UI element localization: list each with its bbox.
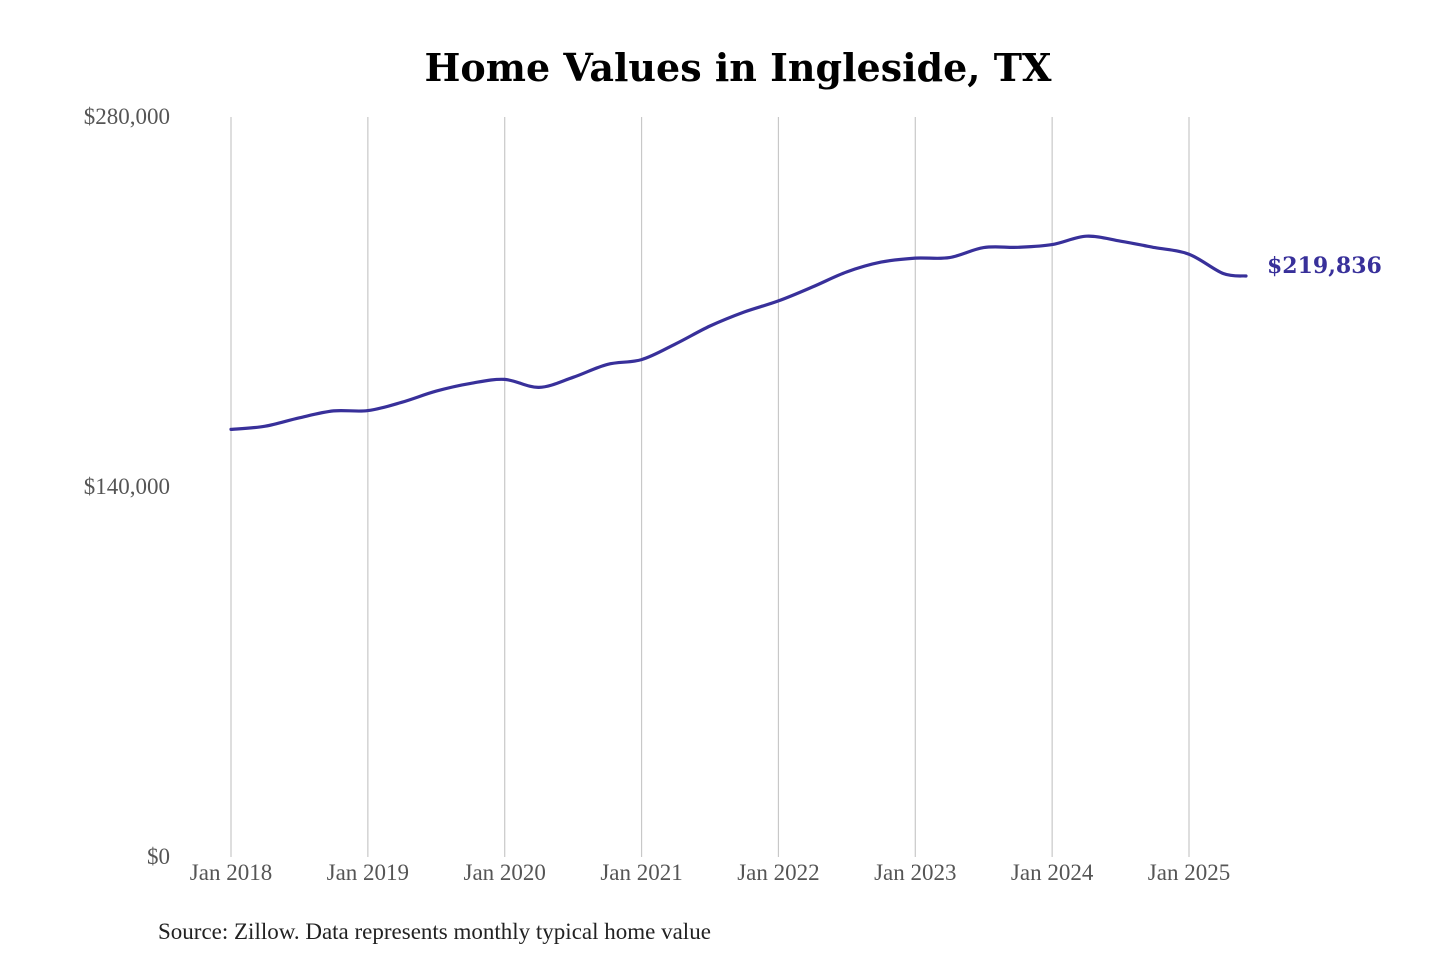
chart-title: Home Values in Ingleside, TX — [424, 45, 1052, 90]
y-tick-label: $140,000 — [84, 474, 170, 499]
x-tick-label: Jan 2018 — [190, 860, 272, 885]
x-axis-ticks: Jan 2018 Jan 2019 Jan 2020 Jan 2021 Jan 2022… — [190, 860, 1230, 885]
x-tick-label: Jan 2022 — [737, 860, 819, 885]
x-tick-label: Jan 2023 — [874, 860, 956, 885]
x-tick-label: Jan 2021 — [600, 860, 682, 885]
x-tick-label: Jan 2020 — [464, 860, 546, 885]
x-tick-label: Jan 2024 — [1011, 860, 1094, 885]
end-value-label: $219,836 — [1267, 253, 1382, 279]
y-tick-label: $0 — [147, 844, 170, 869]
series-line-home-value — [229, 234, 1248, 431]
x-tick-label: Jan 2025 — [1148, 860, 1230, 885]
x-tick-label: Jan 2019 — [327, 860, 409, 885]
y-tick-label: $280,000 — [84, 104, 170, 129]
gridlines — [230, 117, 1190, 857]
y-axis-ticks: $0 $140,000 $280,000 — [84, 104, 170, 869]
source-note: Source: Zillow. Data represents monthly … — [158, 919, 711, 944]
